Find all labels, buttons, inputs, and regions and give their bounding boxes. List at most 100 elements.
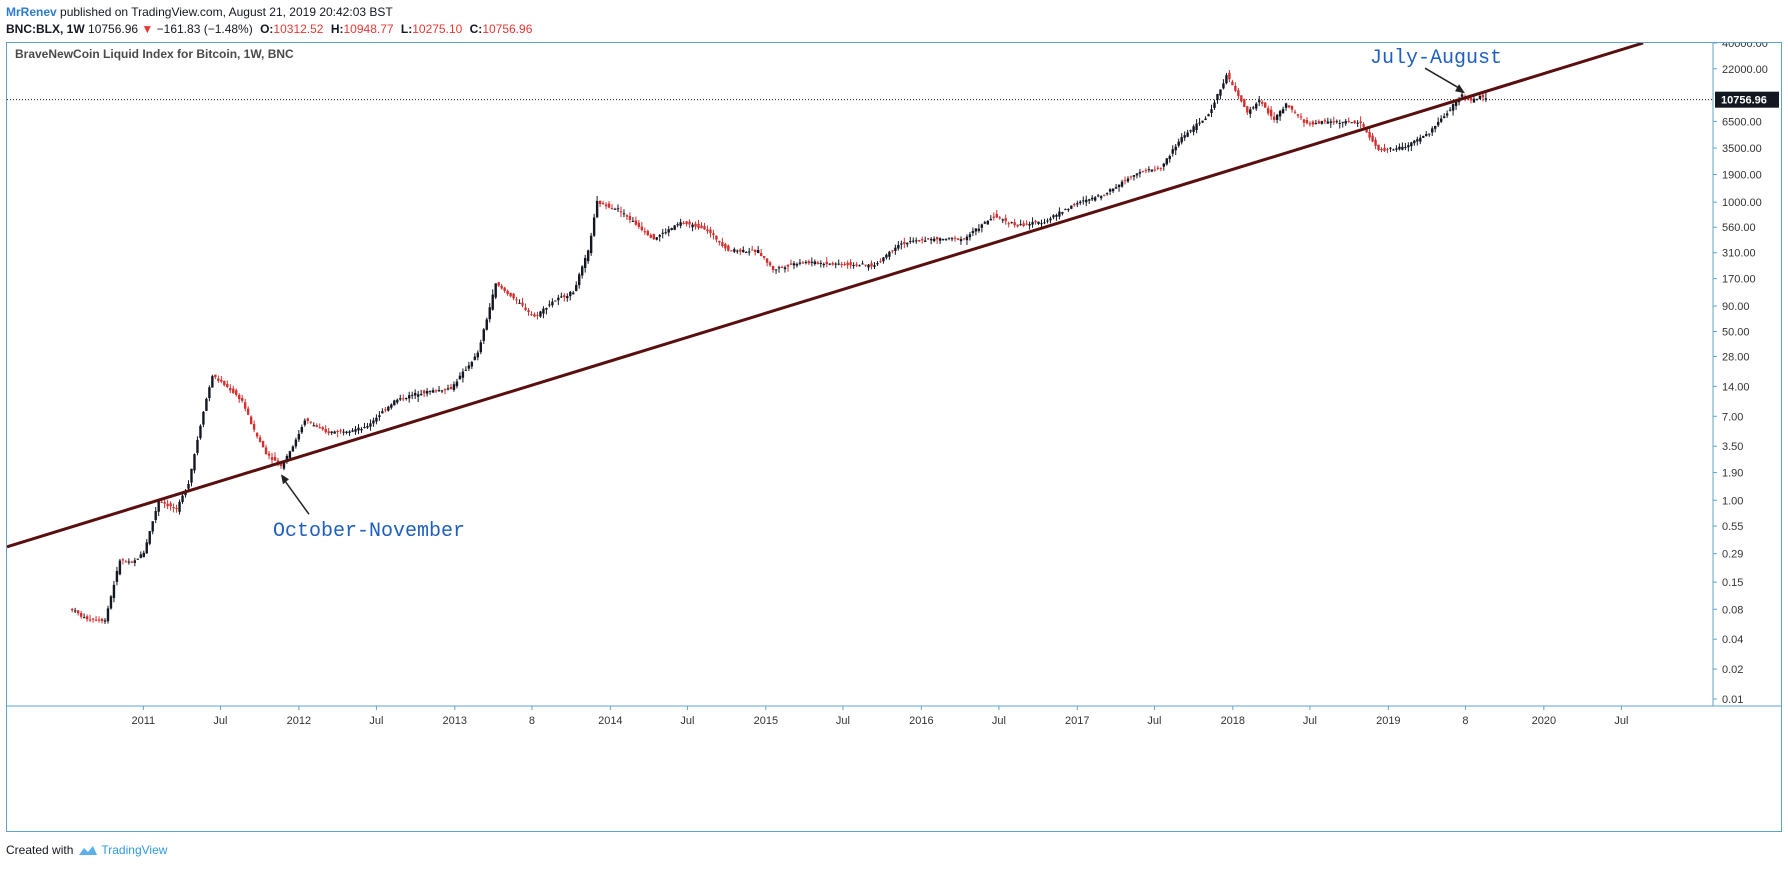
low-value: 10275.10 [412,22,463,36]
last-price-tag [1715,91,1779,108]
candle-body [1070,205,1073,209]
candle-body [637,222,641,227]
x-tick-label: 2012 [287,715,311,727]
candle-body [598,200,602,205]
candle-body [121,559,125,561]
candle-body [506,290,509,294]
candle-body [482,329,485,341]
candle-body [903,241,906,244]
y-tick-label: 0.01 [1722,694,1743,706]
y-tick-label: 0.15 [1722,577,1743,589]
footer: Created with TradingView [6,843,167,857]
candle-body [434,390,438,392]
candle-body [196,439,199,453]
candle-body [846,262,849,266]
x-tick-label: 2013 [443,715,467,727]
candle-body [1395,148,1398,150]
candle-body [825,261,828,265]
candle-body [467,365,471,369]
candle-body [1156,167,1160,169]
candle-body [1347,121,1350,123]
x-tick-label: 8 [529,715,535,727]
candle-body [855,264,858,266]
candle-body [759,252,763,257]
candle-body [828,263,831,265]
candle-body [315,425,318,428]
candle-body [354,429,357,432]
candle-body [962,238,966,240]
candle-body [303,420,307,425]
candle-body [756,249,760,254]
candle-body [109,596,113,609]
candle-body [175,508,178,510]
candle-body [652,234,655,240]
candle-body [947,237,951,239]
candle-body [1052,215,1055,218]
candle-body [160,501,163,503]
candle-body [202,411,205,425]
candle-body [795,263,799,266]
candle-body [1302,119,1306,123]
candle-body [336,430,339,433]
candle-body [524,307,527,310]
candle-body [127,561,131,563]
candle-body [1356,122,1359,124]
candle-body [428,390,432,392]
candle-body [76,610,80,614]
author-link[interactable]: MrRenev [6,5,57,19]
candle-body [1189,130,1192,132]
candle-body [721,242,724,247]
candle-body [1243,99,1246,108]
price-change: −161.83 (−1.48%) [156,22,253,36]
candle-body [521,302,524,306]
candle-body [1353,120,1356,124]
candle-body [1162,163,1165,167]
candle-body [1228,72,1231,80]
candle-body [780,267,784,269]
candle-body [837,263,840,265]
candle-body [1362,124,1365,127]
candle-body [1237,90,1240,97]
y-tick-label: 1000.00 [1722,197,1762,209]
candle-body [1055,214,1058,217]
price-chart[interactable]: BraveNewCoin Liquid Index for Bitcoin, 1… [7,43,1781,831]
candle-body [801,262,805,264]
tradingview-brand[interactable]: TradingView [101,843,168,857]
candle-body [670,228,673,230]
candle-body [935,237,939,240]
created-with-text: Created with [6,843,74,857]
candle-body [363,426,366,428]
candle-body [464,369,468,371]
candle-body [1344,121,1347,124]
symbol-info: BNC:BLX, 1W 10756.96 ▼ −161.83 (−1.48%) … [6,21,1776,38]
candle-body [953,237,957,239]
candle-body [1335,121,1338,123]
candle-body [545,308,548,310]
y-tick-label: 6500.00 [1722,116,1762,128]
candle-body [622,213,626,215]
candle-body [413,392,417,396]
candle-body [297,433,301,440]
candle-body [1177,141,1180,146]
published-text: published on TradingView.com, August 21,… [60,5,393,19]
candle-body [926,238,930,240]
candle-body [1216,93,1219,100]
candle-body [503,287,506,291]
candle-body [1386,149,1389,151]
candle-body [1108,189,1112,192]
candle-body [1246,106,1249,113]
candle-body [1171,149,1174,154]
candle-body [873,265,876,267]
candle-body [700,225,703,229]
chart-frame[interactable]: BraveNewCoin Liquid Index for Bitcoin, 1… [6,42,1782,832]
candle-body [852,264,855,266]
candle-body [1186,132,1189,137]
candle-body [688,221,691,225]
candle-body [187,483,190,489]
candle-body [1305,119,1309,124]
candle-body [390,404,393,408]
candle-body [816,262,820,264]
candle-body [1222,83,1225,89]
candle-body [1001,219,1004,221]
candle-body [1422,135,1425,138]
